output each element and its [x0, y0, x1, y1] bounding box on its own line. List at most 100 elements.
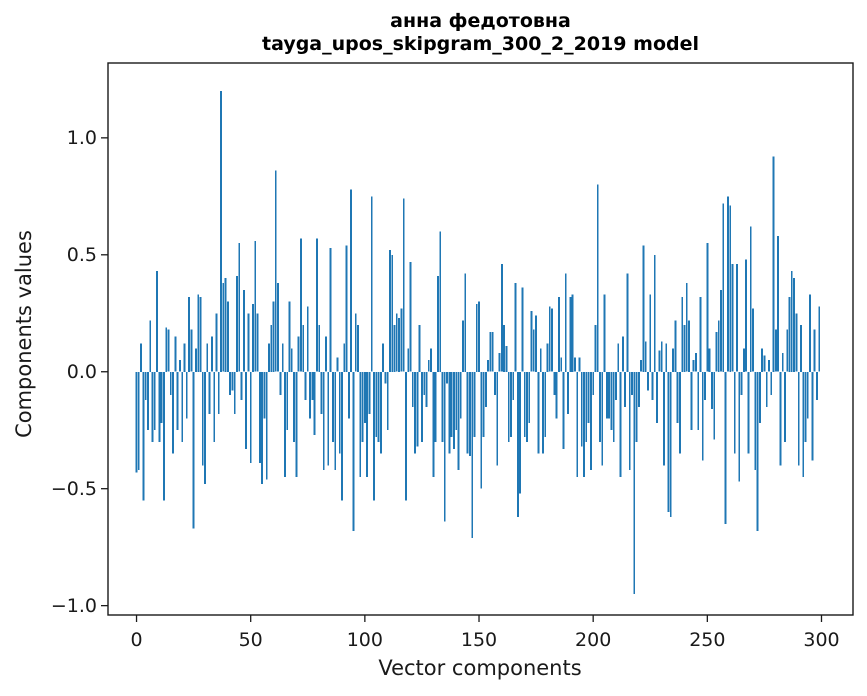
bar — [377, 371, 380, 442]
bar — [763, 355, 766, 372]
bar — [503, 324, 506, 372]
bar — [589, 371, 592, 470]
bar — [210, 336, 213, 372]
bar — [137, 371, 140, 470]
bar — [516, 371, 519, 517]
bar — [295, 371, 298, 477]
bar — [708, 348, 711, 372]
y-tick-label: 0.0 — [66, 360, 97, 383]
bar — [637, 371, 640, 407]
bar — [236, 275, 238, 372]
bar — [514, 282, 517, 372]
bar — [395, 313, 398, 372]
bar — [704, 371, 706, 400]
bar — [213, 371, 216, 442]
bar — [610, 371, 613, 431]
bar — [368, 371, 371, 414]
bar — [580, 371, 583, 447]
bar — [464, 273, 467, 372]
bar — [628, 371, 631, 470]
bar — [354, 313, 357, 372]
bar — [183, 343, 186, 372]
bar — [685, 282, 688, 372]
bar — [434, 371, 437, 442]
bar — [169, 371, 172, 396]
bar — [389, 250, 391, 372]
bar — [653, 254, 656, 372]
bar — [633, 371, 636, 594]
bar — [142, 371, 145, 501]
bar — [263, 371, 266, 419]
bar — [583, 371, 585, 477]
bar — [539, 348, 542, 372]
bar — [192, 371, 195, 529]
bar — [555, 371, 558, 419]
bar — [603, 294, 606, 372]
bar — [457, 371, 460, 470]
bar — [331, 371, 334, 442]
bar — [174, 336, 177, 372]
bar — [626, 273, 629, 372]
bar — [777, 236, 780, 372]
bar — [809, 294, 811, 372]
chart-title: анна федотовна tayga_upos_skipgram_300_2… — [108, 10, 853, 56]
bar — [249, 371, 252, 463]
bar — [352, 371, 355, 531]
bar — [592, 371, 595, 396]
bar — [149, 320, 152, 372]
bar — [761, 348, 764, 372]
bar — [446, 371, 448, 384]
bar — [416, 371, 419, 447]
bar — [452, 371, 455, 449]
bar — [797, 371, 800, 466]
bar — [795, 313, 798, 372]
bar — [621, 336, 624, 372]
bar — [336, 357, 339, 372]
bar — [784, 371, 786, 442]
bar — [710, 371, 713, 410]
bar — [439, 231, 442, 372]
bar — [713, 371, 716, 440]
bar — [379, 371, 382, 454]
bar — [226, 301, 229, 372]
bar — [300, 238, 302, 372]
bar — [729, 205, 732, 372]
bar — [811, 371, 814, 461]
bar — [715, 331, 718, 372]
bar — [806, 371, 809, 419]
bar — [334, 371, 337, 470]
bar — [599, 371, 601, 442]
bar — [647, 371, 649, 391]
bar — [564, 273, 567, 372]
bar — [320, 371, 323, 414]
bar — [532, 329, 535, 372]
bar — [425, 371, 428, 407]
bar — [290, 348, 293, 372]
bar — [665, 343, 668, 372]
bar — [672, 348, 674, 372]
bar — [366, 371, 369, 477]
bar — [496, 371, 499, 466]
bar — [279, 371, 282, 396]
bar — [692, 360, 695, 372]
bar — [510, 371, 512, 438]
bar — [800, 324, 802, 372]
bar — [681, 296, 684, 372]
bar — [448, 371, 451, 454]
bar — [774, 329, 777, 372]
bar — [338, 371, 341, 454]
bar — [176, 371, 179, 431]
bar — [222, 282, 225, 372]
bar — [790, 271, 793, 372]
bar — [617, 343, 620, 372]
bar — [651, 371, 654, 400]
bar — [487, 360, 490, 372]
bar — [482, 371, 485, 438]
bar — [370, 196, 373, 372]
bar — [802, 371, 805, 477]
bar — [505, 346, 508, 372]
bar — [252, 303, 254, 372]
bar — [674, 320, 677, 372]
bar — [322, 371, 325, 470]
bar — [720, 289, 722, 372]
